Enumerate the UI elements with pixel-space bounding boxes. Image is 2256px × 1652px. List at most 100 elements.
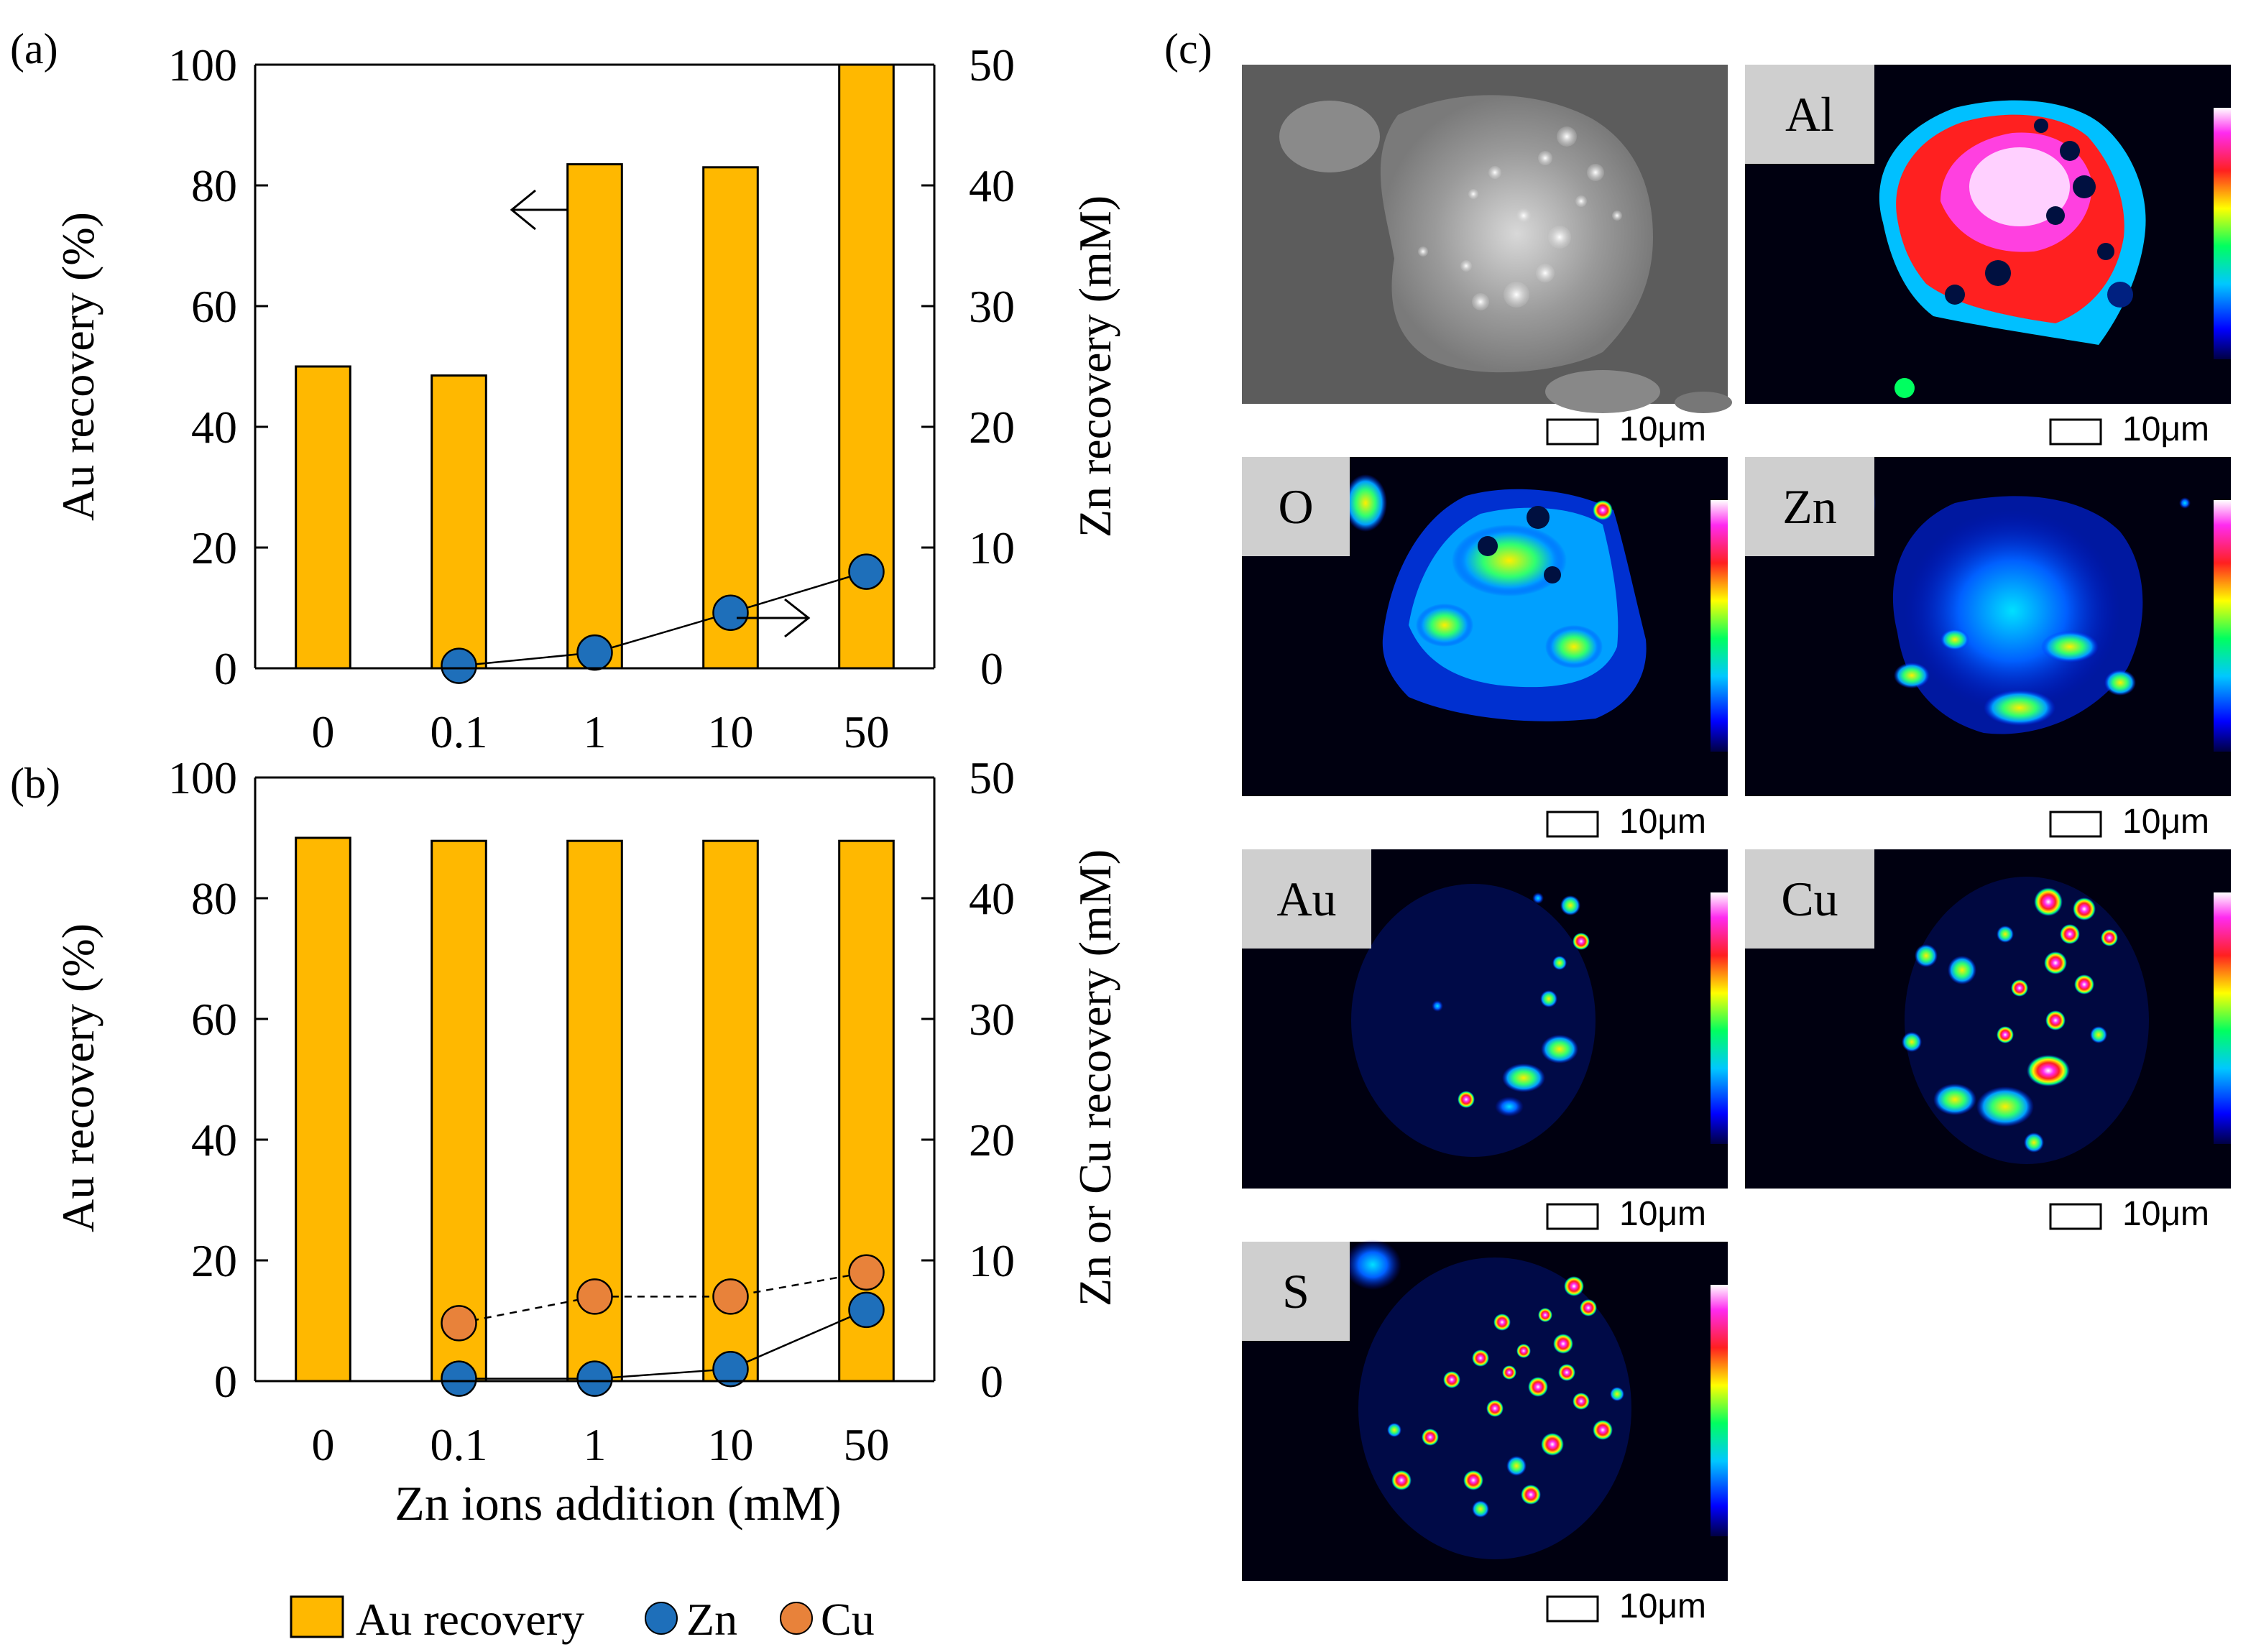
point-zn-a-2: [712, 594, 749, 631]
color-scale: [1711, 500, 1728, 752]
line-cu-b: [459, 1271, 867, 1324]
bar-b-4: [838, 839, 895, 1383]
o-map: [1242, 457, 1728, 796]
line-zn-b: [459, 1309, 867, 1380]
element-label: Cu: [1781, 872, 1838, 926]
ytick-label-left: 100: [168, 40, 237, 91]
xtick-label: 10: [708, 706, 754, 757]
xtick-label: 0.1: [431, 1419, 488, 1470]
panel-a-bars: [295, 63, 895, 670]
scale-bar: [2049, 418, 2102, 446]
ytick-label-left: 20: [191, 1235, 237, 1286]
legend-cu-label: Cu: [821, 1594, 875, 1645]
legend-au-label: Au recovery: [356, 1594, 584, 1645]
panel-a: (a) 0 20 40 60 80 100 0 10 20 30 40 50 0 0.1 1 10 50 Au …: [10, 25, 1120, 757]
ytick-label-left: 80: [191, 873, 237, 924]
ytick-label-right: 50: [969, 752, 1015, 803]
point-cu-b-2: [712, 1278, 749, 1315]
ytick-label-right: 0: [980, 1356, 1003, 1407]
xtick-label: 50: [844, 1419, 890, 1470]
ytick-label-left: 0: [214, 1356, 237, 1407]
xtick-label: 50: [844, 706, 890, 757]
panel-a-y2label: Zn recovery (mM): [1069, 195, 1120, 537]
bar-a-2: [566, 163, 623, 670]
scale-bar: [1546, 811, 1599, 838]
scale-label: 10μm: [2122, 1195, 2209, 1233]
legend: Au recovery Zn Cu: [290, 1594, 875, 1645]
scale-bar: [1546, 1595, 1599, 1623]
panel-a-axes: 0 20 40 60 80 100 0 10 20 30 40 50 0 0.1 1 10 50: [168, 40, 1015, 757]
ytick-label-right: 10: [969, 522, 1015, 573]
ytick-label-right: 30: [969, 281, 1015, 332]
sem-image: [1242, 65, 1732, 413]
scale-label: 10μm: [1619, 410, 1706, 448]
ytick-label-right: 20: [969, 1115, 1015, 1166]
element-label: Au: [1276, 872, 1336, 926]
ytick-label-right: 0: [980, 643, 1003, 694]
panel-a-ylabel: Au recovery (%): [52, 212, 103, 521]
ytick-label-left: 60: [191, 994, 237, 1045]
element-label-box: [1242, 457, 1350, 556]
point-zn-b-3: [848, 1291, 885, 1329]
point-zn-a-1: [576, 634, 613, 671]
panel-b-label: (b): [10, 760, 60, 807]
scale-label: 10μm: [1619, 1195, 1706, 1233]
panel-b-y2label: Zn or Cu recovery (mM): [1069, 849, 1120, 1306]
element-label: S: [1282, 1264, 1309, 1319]
bar-a-1: [431, 374, 487, 670]
ytick-label-left: 0: [214, 643, 237, 694]
ytick-label-right: 30: [969, 994, 1015, 1045]
ytick-label-right: 20: [969, 402, 1015, 453]
element-label-box: [1242, 1242, 1350, 1341]
scale-bar: [2049, 811, 2102, 838]
element-label-box: [1242, 849, 1371, 949]
xtick-label: 1: [584, 1419, 607, 1470]
scale-label: 10μm: [2122, 803, 2209, 841]
legend-zn-marker: [645, 1602, 678, 1635]
scale-bar: [1546, 418, 1599, 446]
panel-b-ylabel: Au recovery (%): [52, 923, 103, 1232]
panel-c-label: (c): [1164, 25, 1212, 73]
element-label: O: [1278, 479, 1313, 534]
point-cu-b-1: [576, 1278, 613, 1315]
bar-a-0: [295, 365, 351, 670]
ytick-label-left: 20: [191, 522, 237, 573]
panel-b-lines: [441, 1254, 885, 1397]
bar-a-3: [702, 166, 759, 670]
point-zn-a-0: [441, 647, 477, 684]
xtick-label: 10: [708, 1419, 754, 1470]
element-label-box: [1745, 65, 1874, 164]
ytick-label-right: 50: [969, 40, 1015, 91]
color-scale: [1711, 892, 1728, 1144]
color-scale: [1711, 1285, 1728, 1536]
panel-a-lines: [441, 553, 885, 684]
color-scale: [2214, 500, 2231, 752]
ytick-label-right: 40: [969, 160, 1015, 211]
legend-bar-swatch: [290, 1595, 344, 1638]
legend-zn-label: Zn: [686, 1594, 737, 1645]
point-zn-b-0: [441, 1360, 477, 1397]
panel-b: (b) 0 20 40 60 80 100 0 10 20 30 40 50 0 0.1 1 10 50 Au …: [10, 752, 1120, 1531]
element-label-box: [1745, 849, 1874, 949]
scale-bar: [1546, 1203, 1599, 1230]
scale-label: 10μm: [1619, 1587, 1706, 1625]
xtick-label: 0: [312, 1419, 335, 1470]
point-zn-b-2: [712, 1350, 749, 1388]
point-zn-b-1: [576, 1360, 613, 1397]
scale-bar: [2049, 1203, 2102, 1230]
left-axis-arrow: [510, 189, 568, 231]
element-label-box: [1745, 457, 1874, 556]
xtick-label: 0.1: [431, 706, 488, 757]
point-cu-b-3: [848, 1254, 885, 1291]
element-label: Zn: [1782, 479, 1837, 534]
ytick-label-left: 40: [191, 402, 237, 453]
legend-cu-marker: [780, 1602, 813, 1635]
panel-b-bars: [295, 836, 895, 1383]
al-map: [1745, 65, 2231, 404]
ytick-label-right: 40: [969, 873, 1015, 924]
panel-b-xlabel: Zn ions addition (mM): [395, 1476, 841, 1531]
zn-map: [1745, 457, 2231, 796]
xtick-label: 0: [312, 706, 335, 757]
bar-b-0: [295, 836, 351, 1383]
